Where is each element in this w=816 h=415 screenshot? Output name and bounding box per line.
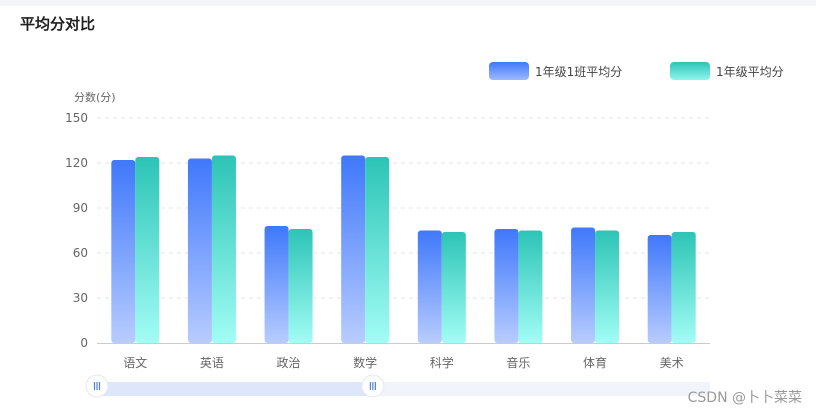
bar-series-class-average — [187, 158, 212, 343]
bar-series-grade-average — [288, 229, 313, 343]
bar-series-grade-average — [211, 155, 236, 343]
y-tick-label: 0 — [80, 336, 88, 350]
legend-item-class-average[interactable]: 1年级1班平均分 — [489, 62, 622, 80]
bar-series-class-average — [417, 230, 442, 343]
x-tick-label: 语文 — [123, 355, 147, 370]
x-tick-label: 科学 — [430, 355, 454, 370]
y-tick-label: 150 — [65, 111, 88, 125]
bar-series-grade-average — [518, 230, 543, 343]
zoom-selected-range — [97, 382, 373, 396]
data-zoom-slider[interactable] — [85, 374, 710, 398]
y-tick-label: 90 — [73, 201, 88, 215]
legend-swatch-class-average — [489, 62, 529, 80]
legend-label-class-average: 1年级1班平均分 — [535, 64, 623, 79]
legend-label-grade-average: 1年级平均分 — [716, 64, 784, 79]
bar-series-class-average — [111, 160, 136, 343]
grid-lines — [97, 117, 710, 299]
page-title: 平均分对比 — [20, 15, 96, 33]
bar-series-grade-average — [135, 157, 160, 343]
x-tick-label: 政治 — [277, 356, 301, 370]
y-axis-title: 分数(分) — [74, 91, 116, 104]
legend-swatch-grade-average — [670, 62, 710, 80]
y-tick-label: 60 — [73, 246, 88, 260]
bar-series-grade-average — [441, 232, 466, 343]
bar-series-class-average — [341, 155, 366, 343]
bar-series-class-average — [571, 227, 596, 343]
top-strip — [0, 0, 816, 6]
y-tick-label: 30 — [73, 291, 88, 305]
zoom-handle-start[interactable] — [85, 374, 109, 398]
bar-series-grade-average — [671, 232, 696, 343]
x-tick-label: 数学 — [353, 355, 377, 370]
bar-series-class-average — [264, 226, 289, 343]
legend-item-grade-average[interactable]: 1年级平均分 — [670, 62, 784, 80]
x-tick-label: 英语 — [200, 356, 224, 370]
watermark: CSDN @卜卜菜菜 — [687, 390, 802, 406]
x-tick-label: 美术 — [660, 356, 684, 370]
bars — [111, 155, 696, 343]
zoom-handle-end[interactable] — [361, 374, 385, 398]
bar-series-class-average — [494, 229, 519, 343]
x-tick-label: 音乐 — [506, 355, 530, 370]
x-tick-label: 体育 — [583, 355, 607, 370]
bar-series-grade-average — [365, 157, 390, 343]
y-tick-label: 120 — [65, 156, 88, 170]
bar-series-class-average — [647, 235, 672, 343]
bar-series-grade-average — [595, 230, 620, 343]
axes: 0 30 60 90 120 150 语文 英语 政治 数学 科学 音乐 体育 美术 — [65, 111, 710, 370]
